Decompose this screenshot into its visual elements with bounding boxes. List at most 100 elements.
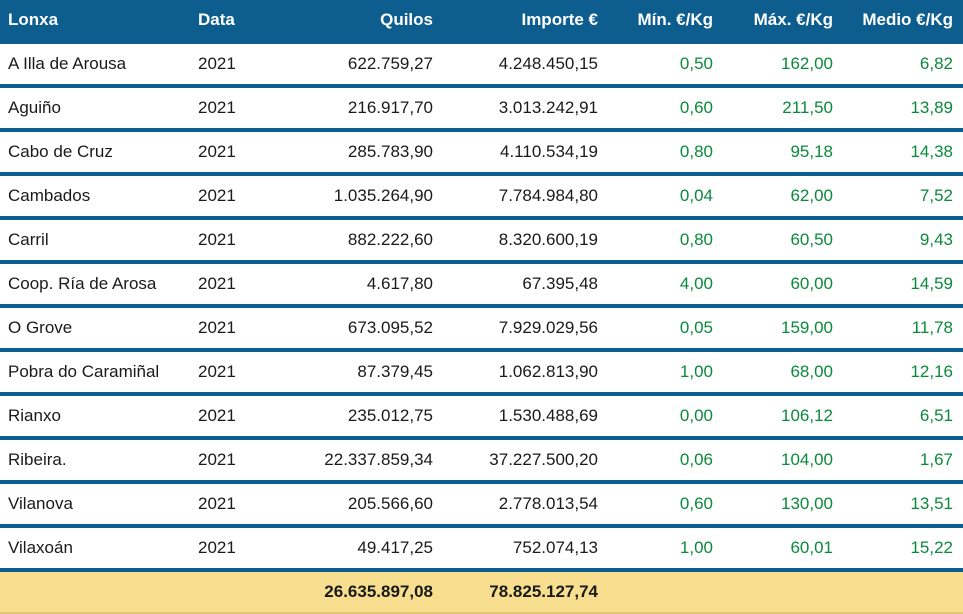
- cell-medio: 6,82: [845, 42, 963, 86]
- cell-lonxa: Coop. Ría de Arosa: [0, 262, 190, 306]
- cell-lonxa: A Illa de Arousa: [0, 42, 190, 86]
- table-row: Aguiño2021216.917,703.013.242,910,60211,…: [0, 86, 963, 130]
- cell-max: 62,00: [725, 174, 845, 218]
- col-medio: Medio €/Kg: [845, 0, 963, 42]
- cell-min: 1,00: [610, 350, 725, 394]
- cell-medio: 6,51: [845, 394, 963, 438]
- cell-importe: 37.227.500,20: [445, 438, 610, 482]
- col-importe: Importe €: [445, 0, 610, 42]
- table-row: Carril2021882.222,608.320.600,190,8060,5…: [0, 218, 963, 262]
- col-max: Máx. €/Kg: [725, 0, 845, 42]
- cell-lonxa: O Grove: [0, 306, 190, 350]
- cell-importe: 4.110.534,19: [445, 130, 610, 174]
- cell-min: 0,05: [610, 306, 725, 350]
- cell-quilos: 285.783,90: [280, 130, 445, 174]
- cell-importe: 4.248.450,15: [445, 42, 610, 86]
- totals-blank-1: [0, 570, 190, 613]
- cell-min: 0,80: [610, 218, 725, 262]
- cell-importe: 1.530.488,69: [445, 394, 610, 438]
- cell-min: 0,04: [610, 174, 725, 218]
- cell-min: 0,60: [610, 86, 725, 130]
- cell-data: 2021: [190, 394, 280, 438]
- cell-max: 104,00: [725, 438, 845, 482]
- cell-data: 2021: [190, 482, 280, 526]
- cell-importe: 2.778.013,54: [445, 482, 610, 526]
- cell-min: 4,00: [610, 262, 725, 306]
- table-row: Rianxo2021235.012,751.530.488,690,00106,…: [0, 394, 963, 438]
- totals-quilos: 26.635.897,08: [280, 570, 445, 613]
- cell-medio: 13,51: [845, 482, 963, 526]
- cell-min: 0,50: [610, 42, 725, 86]
- cell-quilos: 22.337.859,34: [280, 438, 445, 482]
- totals-blank-4: [725, 570, 845, 613]
- lonxa-table: Lonxa Data Quilos Importe € Mín. €/Kg Má…: [0, 0, 963, 614]
- cell-medio: 7,52: [845, 174, 963, 218]
- cell-quilos: 205.566,60: [280, 482, 445, 526]
- cell-min: 1,00: [610, 526, 725, 570]
- cell-min: 0,60: [610, 482, 725, 526]
- cell-lonxa: Vilanova: [0, 482, 190, 526]
- cell-max: 130,00: [725, 482, 845, 526]
- cell-quilos: 882.222,60: [280, 218, 445, 262]
- cell-data: 2021: [190, 350, 280, 394]
- cell-medio: 9,43: [845, 218, 963, 262]
- cell-max: 106,12: [725, 394, 845, 438]
- table-header: Lonxa Data Quilos Importe € Mín. €/Kg Má…: [0, 0, 963, 42]
- cell-quilos: 1.035.264,90: [280, 174, 445, 218]
- cell-importe: 752.074,13: [445, 526, 610, 570]
- cell-importe: 8.320.600,19: [445, 218, 610, 262]
- cell-max: 60,01: [725, 526, 845, 570]
- cell-data: 2021: [190, 218, 280, 262]
- cell-max: 60,00: [725, 262, 845, 306]
- totals-blank-5: [845, 570, 963, 613]
- col-quilos: Quilos: [280, 0, 445, 42]
- table-row: Pobra do Caramiñal202187.379,451.062.813…: [0, 350, 963, 394]
- cell-quilos: 673.095,52: [280, 306, 445, 350]
- cell-data: 2021: [190, 306, 280, 350]
- cell-min: 0,80: [610, 130, 725, 174]
- cell-data: 2021: [190, 438, 280, 482]
- table-footer: 26.635.897,08 78.825.127,74: [0, 570, 963, 613]
- cell-medio: 14,59: [845, 262, 963, 306]
- cell-importe: 7.784.984,80: [445, 174, 610, 218]
- cell-data: 2021: [190, 262, 280, 306]
- table-body: A Illa de Arousa2021622.759,274.248.450,…: [0, 42, 963, 570]
- cell-max: 95,18: [725, 130, 845, 174]
- col-lonxa: Lonxa: [0, 0, 190, 42]
- cell-quilos: 49.417,25: [280, 526, 445, 570]
- cell-medio: 12,16: [845, 350, 963, 394]
- totals-importe: 78.825.127,74: [445, 570, 610, 613]
- cell-lonxa: Ribeira.: [0, 438, 190, 482]
- cell-quilos: 622.759,27: [280, 42, 445, 86]
- cell-medio: 14,38: [845, 130, 963, 174]
- cell-max: 159,00: [725, 306, 845, 350]
- col-data: Data: [190, 0, 280, 42]
- totals-blank-2: [190, 570, 280, 613]
- table-row: A Illa de Arousa2021622.759,274.248.450,…: [0, 42, 963, 86]
- cell-data: 2021: [190, 526, 280, 570]
- table-row: Vilaxoán202149.417,25752.074,131,0060,01…: [0, 526, 963, 570]
- cell-max: 162,00: [725, 42, 845, 86]
- cell-max: 68,00: [725, 350, 845, 394]
- cell-importe: 67.395,48: [445, 262, 610, 306]
- cell-quilos: 87.379,45: [280, 350, 445, 394]
- cell-quilos: 4.617,80: [280, 262, 445, 306]
- cell-importe: 7.929.029,56: [445, 306, 610, 350]
- cell-medio: 1,67: [845, 438, 963, 482]
- cell-data: 2021: [190, 42, 280, 86]
- cell-lonxa: Aguiño: [0, 86, 190, 130]
- cell-min: 0,06: [610, 438, 725, 482]
- cell-quilos: 235.012,75: [280, 394, 445, 438]
- table-row: Cabo de Cruz2021285.783,904.110.534,190,…: [0, 130, 963, 174]
- cell-min: 0,00: [610, 394, 725, 438]
- col-min: Mín. €/Kg: [610, 0, 725, 42]
- table-row: O Grove2021673.095,527.929.029,560,05159…: [0, 306, 963, 350]
- cell-importe: 1.062.813,90: [445, 350, 610, 394]
- table-row: Cambados20211.035.264,907.784.984,800,04…: [0, 174, 963, 218]
- cell-lonxa: Cambados: [0, 174, 190, 218]
- cell-data: 2021: [190, 130, 280, 174]
- cell-medio: 15,22: [845, 526, 963, 570]
- cell-medio: 13,89: [845, 86, 963, 130]
- table-row: Ribeira.202122.337.859,3437.227.500,200,…: [0, 438, 963, 482]
- cell-lonxa: Pobra do Caramiñal: [0, 350, 190, 394]
